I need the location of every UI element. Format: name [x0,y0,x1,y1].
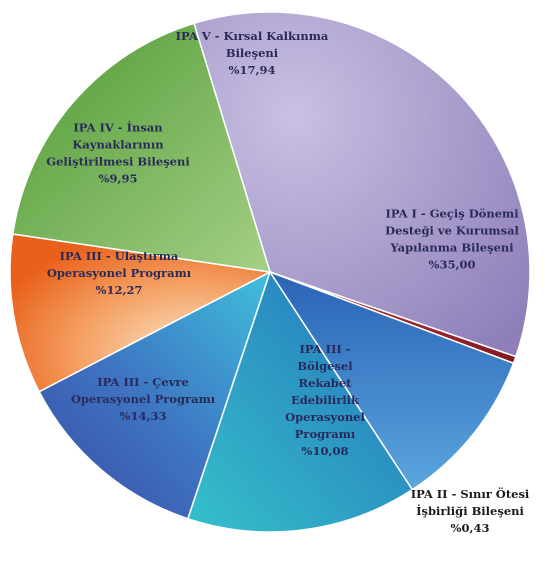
slice-label-line: Rekabet [299,376,353,390]
slice-label-line: Operasyonel [285,410,365,424]
slice-label-line: Bileşeni [226,46,279,60]
pie-slice-ipa4 [9,233,273,393]
slice-label-line: %0,43 [451,521,490,535]
slice-label-line: Operasyonel Programı [71,392,216,406]
slice-label-line: Bölgesel [297,359,353,373]
slice-label-line: Geliştirilmesi Bileşeni [46,155,190,169]
slice-label-line: Edebilirlik [291,393,360,407]
slice-label-ipa3-ulastirma: IPA III - Ulaştırma Operasyonel Programı%… [47,249,192,297]
slice-label-line: IPA I - Geçiş Dönemi [385,207,519,221]
slice-label-line: Operasyonel Programı [47,266,192,280]
slice-label-line: IPA V - Kırsal Kalkınma [176,29,329,43]
slice-label-ipa3-cevre: IPA III - Çevre Operasyonel Programı %14,3… [71,375,216,423]
slice-label-ipa1: IPA I - Geçiş Dönemi Desteği ve Kurumsal Y… [385,207,519,272]
slice-label-ipa3-bolgesel: IPA III - Bölgesel Rekabet Edebilirlik Opera… [285,342,365,458]
slice-label-line: İşbirliği Bileşeni [416,504,524,518]
slice-label-line: IPA II - Sınır Ötesi [411,487,530,501]
pie-slice-ipa5 [11,22,272,273]
slice-label-line: Programı [295,427,356,441]
slice-label-line: %10,08 [302,444,349,458]
slice-label-line: IPA III - [299,342,350,356]
slice-label-ipa2: IPA II - Sınır Ötesi İşbirliği Bileşeni %0… [411,487,530,535]
slice-label-line: %35,00 [429,258,476,272]
slice-label-line: %12,27 [96,283,143,297]
slice-label-line: IPA III - Çevre [97,375,189,389]
pie-slice-ipa1 [193,11,531,358]
slice-label-line: Desteği ve Kurumsal [385,224,519,238]
slice-label-line: %9,95 [99,172,138,186]
slice-label-line: IPA III - Ulaştırma [60,249,179,263]
pie-slice-ipa3-cevre [186,270,414,533]
slice-label-line: %17,94 [229,63,276,77]
pie-slice-ipa3-bolgesel [268,270,515,491]
slice-label-line: Yapılanma Bileşeni [389,241,514,255]
slice-label-line: Kaynaklarının [72,138,164,152]
slice-label-ipa4: IPA IV - İnsan Kaynaklarının Geliştirilmes… [46,121,190,186]
slice-label-line: IPA IV - İnsan [73,121,163,135]
pie-slice-ipa3-ulastirma [38,270,272,520]
slice-label-line: %14,33 [120,409,167,423]
slice-label-ipa5: IPA V - Kırsal Kalkınma Bileşeni %17,94 [176,29,329,77]
